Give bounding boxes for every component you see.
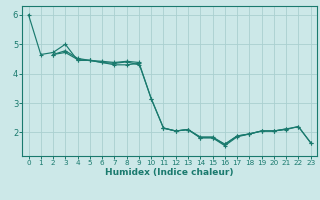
X-axis label: Humidex (Indice chaleur): Humidex (Indice chaleur) [105, 168, 234, 177]
